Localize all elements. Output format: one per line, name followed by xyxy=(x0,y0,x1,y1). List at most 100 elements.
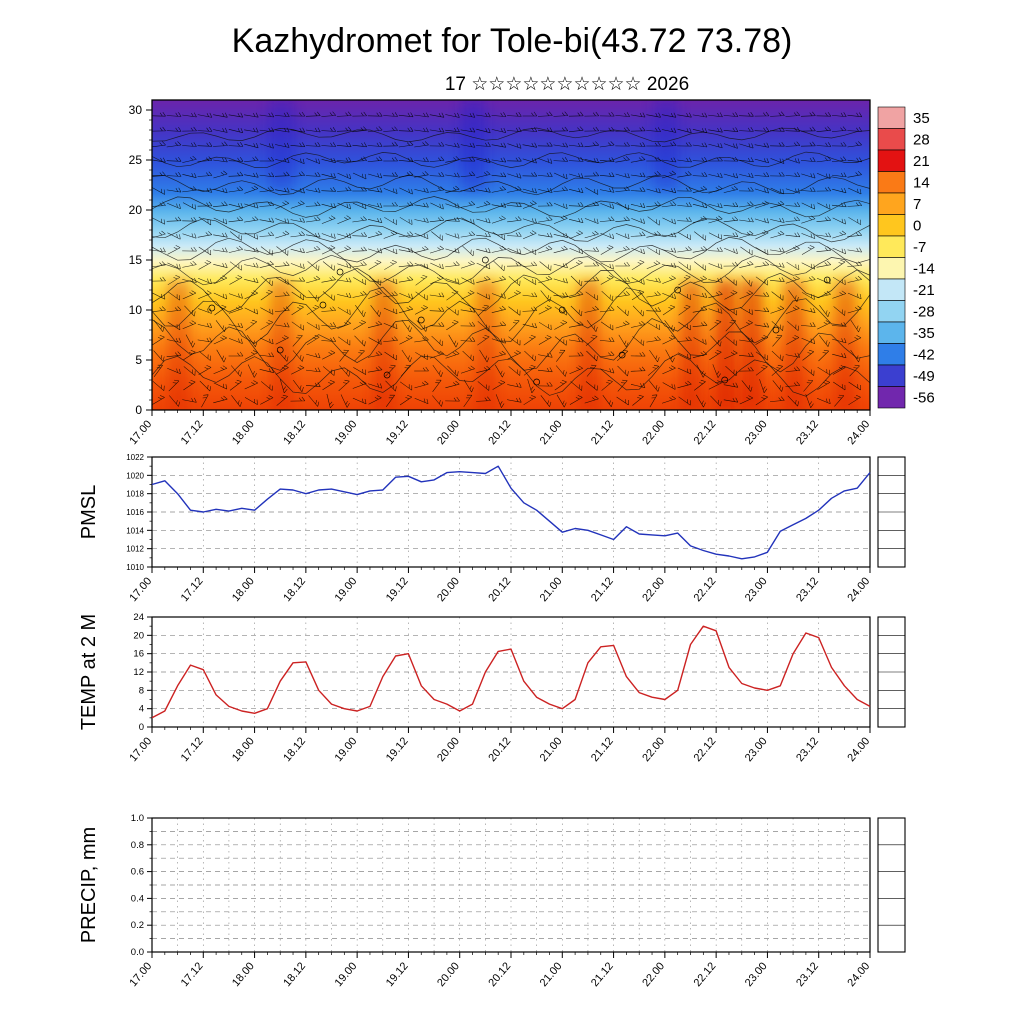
svg-text:23.00: 23.00 xyxy=(743,418,770,447)
svg-text:20.12: 20.12 xyxy=(486,960,513,989)
svg-text:28: 28 xyxy=(913,131,930,148)
svg-text:23.00: 23.00 xyxy=(743,735,770,764)
svg-text:-14: -14 xyxy=(913,260,935,277)
svg-text:1018: 1018 xyxy=(126,490,144,499)
svg-text:18.00: 18.00 xyxy=(230,960,257,989)
svg-text:17.00: 17.00 xyxy=(127,575,154,604)
svg-text:22.00: 22.00 xyxy=(640,418,667,447)
svg-text:18.00: 18.00 xyxy=(230,735,257,764)
svg-text:-42: -42 xyxy=(913,346,935,363)
svg-text:-35: -35 xyxy=(913,325,935,342)
svg-text:18.12: 18.12 xyxy=(281,735,308,764)
temp-axis-label: TEMP at 2 M xyxy=(78,614,100,730)
svg-text:19.00: 19.00 xyxy=(333,735,360,764)
svg-text:1012: 1012 xyxy=(126,545,144,554)
svg-text:17.12: 17.12 xyxy=(179,418,206,447)
svg-text:20.00: 20.00 xyxy=(435,418,462,447)
svg-text:23.00: 23.00 xyxy=(743,960,770,989)
svg-text:23.12: 23.12 xyxy=(794,418,821,447)
svg-text:20.00: 20.00 xyxy=(435,960,462,989)
svg-text:21: 21 xyxy=(913,153,930,170)
svg-text:17.00: 17.00 xyxy=(127,960,154,989)
svg-text:23.12: 23.12 xyxy=(794,575,821,604)
svg-text:12: 12 xyxy=(133,667,144,678)
svg-text:-49: -49 xyxy=(913,368,935,385)
svg-text:20.00: 20.00 xyxy=(435,575,462,604)
svg-text:21.12: 21.12 xyxy=(589,735,616,764)
svg-text:24.00: 24.00 xyxy=(845,735,872,764)
svg-text:1022: 1022 xyxy=(126,453,144,462)
svg-text:1020: 1020 xyxy=(126,471,144,480)
svg-text:35: 35 xyxy=(913,110,930,127)
svg-text:19.12: 19.12 xyxy=(384,735,411,764)
svg-text:-7: -7 xyxy=(913,239,926,256)
svg-text:0: 0 xyxy=(135,403,142,417)
temperature-colorbar: 35 28 21 14 7 0 -7 -14 -21 -28 -35 -42 -49 -56 xyxy=(877,106,935,409)
svg-text:17.12: 17.12 xyxy=(179,575,206,604)
svg-text:-21: -21 xyxy=(913,282,935,299)
svg-text:15: 15 xyxy=(129,253,143,267)
svg-text:0.4: 0.4 xyxy=(131,893,144,904)
svg-text:21.00: 21.00 xyxy=(538,735,565,764)
svg-text:0: 0 xyxy=(913,217,921,234)
svg-text:21.12: 21.12 xyxy=(589,575,616,604)
svg-text:22.12: 22.12 xyxy=(692,575,719,604)
svg-text:7: 7 xyxy=(913,196,921,213)
svg-text:17.00: 17.00 xyxy=(127,418,154,447)
svg-text:22.00: 22.00 xyxy=(640,960,667,989)
precip-axis-label: PRECIP, mm xyxy=(78,827,100,943)
svg-text:5: 5 xyxy=(135,353,142,367)
svg-text:8: 8 xyxy=(139,685,144,696)
svg-text:23.00: 23.00 xyxy=(743,575,770,604)
date-subtitle: 17 ☆☆☆☆☆☆☆☆☆☆ 2026 xyxy=(445,74,689,95)
svg-text:16: 16 xyxy=(133,649,144,660)
svg-text:-28: -28 xyxy=(913,303,935,320)
svg-text:18.12: 18.12 xyxy=(281,960,308,989)
svg-text:18.00: 18.00 xyxy=(230,418,257,447)
svg-text:23.12: 23.12 xyxy=(794,960,821,989)
svg-text:21.00: 21.00 xyxy=(538,960,565,989)
svg-text:1010: 1010 xyxy=(126,563,144,572)
svg-text:0: 0 xyxy=(139,722,144,733)
svg-text:21.00: 21.00 xyxy=(538,575,565,604)
svg-text:19.00: 19.00 xyxy=(333,575,360,604)
svg-text:18.12: 18.12 xyxy=(281,575,308,604)
svg-text:20.12: 20.12 xyxy=(486,575,513,604)
svg-text:10: 10 xyxy=(129,303,143,317)
svg-text:19.12: 19.12 xyxy=(384,575,411,604)
pmsl-panel: 1010 1012 1014 1016 1018 1020 1022 17.00 17.12 18… xyxy=(126,453,906,604)
svg-text:22.00: 22.00 xyxy=(640,735,667,764)
pmsl-axis-label: PMSL xyxy=(78,485,100,539)
cross-section-panel: 0 5 10 15 20 25 30 17.00 17.12 18.00 18.12 19.00 19.… xyxy=(127,99,872,447)
svg-text:1016: 1016 xyxy=(126,508,144,517)
svg-text:20.12: 20.12 xyxy=(486,418,513,447)
svg-text:24.00: 24.00 xyxy=(845,575,872,604)
svg-text:19.00: 19.00 xyxy=(333,960,360,989)
svg-text:1.0: 1.0 xyxy=(131,813,144,824)
svg-text:21.00: 21.00 xyxy=(538,418,565,447)
page-title: Kazhydromet for Tole-bi(43.72 73.78) xyxy=(232,22,793,60)
svg-text:1014: 1014 xyxy=(126,526,144,535)
svg-text:20: 20 xyxy=(133,630,144,641)
svg-text:17.12: 17.12 xyxy=(179,735,206,764)
svg-text:17.00: 17.00 xyxy=(127,735,154,764)
svg-text:25: 25 xyxy=(129,153,143,167)
svg-text:19.12: 19.12 xyxy=(384,960,411,989)
svg-text:14: 14 xyxy=(913,174,930,191)
temp-panel: 0 4 8 12 16 20 24 17.00 17.12 18.00 18.12 19.00 19.1… xyxy=(127,612,906,764)
svg-text:20.00: 20.00 xyxy=(435,735,462,764)
svg-text:22.12: 22.12 xyxy=(692,418,719,447)
svg-text:22.12: 22.12 xyxy=(692,960,719,989)
svg-text:22.12: 22.12 xyxy=(692,735,719,764)
svg-text:22.00: 22.00 xyxy=(640,575,667,604)
svg-text:0.0: 0.0 xyxy=(131,947,144,958)
svg-text:0.2: 0.2 xyxy=(131,920,144,931)
svg-text:4: 4 xyxy=(139,704,144,715)
svg-text:-56: -56 xyxy=(913,389,935,406)
svg-text:19.00: 19.00 xyxy=(333,418,360,447)
svg-text:24.00: 24.00 xyxy=(845,418,872,447)
svg-text:24: 24 xyxy=(133,612,144,623)
svg-text:30: 30 xyxy=(129,103,143,117)
svg-text:20.12: 20.12 xyxy=(486,735,513,764)
